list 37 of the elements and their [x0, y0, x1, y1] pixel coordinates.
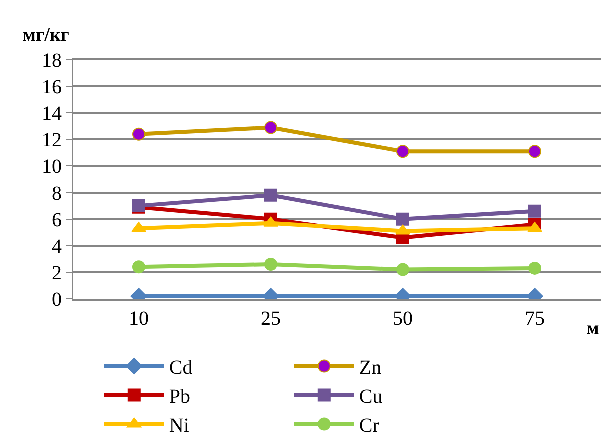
- legend-label: Cd: [169, 357, 193, 380]
- point: [528, 262, 542, 275]
- y-tick-label: 4: [52, 236, 62, 258]
- y-tick-label: 0: [52, 289, 62, 311]
- x-tick-label: 25: [261, 308, 281, 330]
- x-axis-title: м: [587, 318, 600, 338]
- point: [396, 212, 410, 226]
- x-tick-label: 75: [525, 308, 545, 330]
- y-tick-label: 18: [42, 50, 62, 72]
- point: [132, 128, 146, 141]
- point: [528, 222, 542, 232]
- y-tick-label: 10: [42, 156, 62, 178]
- y-axis-title: мг/кг: [23, 25, 70, 46]
- point: [396, 263, 410, 276]
- y-tick-label: 8: [52, 182, 62, 205]
- point: [264, 188, 278, 202]
- point: [264, 216, 278, 227]
- point: [528, 204, 542, 218]
- y-tick-label: 2: [52, 262, 62, 284]
- point: [132, 260, 146, 274]
- y-tick-label: 14: [42, 103, 62, 126]
- point: [396, 224, 410, 235]
- point: [132, 222, 146, 232]
- legend-label: Zn: [359, 357, 382, 380]
- point: [528, 145, 542, 158]
- x-tick-label: 10: [129, 308, 149, 330]
- legend-label: Pb: [169, 386, 191, 408]
- y-tick-label: 16: [42, 76, 62, 99]
- y-tick-label: 12: [42, 130, 62, 152]
- point: [264, 258, 278, 271]
- point: [396, 145, 410, 158]
- legend-label: Cu: [359, 386, 383, 408]
- legend-label: Cr: [359, 415, 380, 438]
- point: [264, 121, 278, 134]
- x-tick-label: 50: [393, 308, 413, 330]
- y-tick-label: 6: [52, 209, 62, 232]
- legend-label: Ni: [169, 415, 190, 438]
